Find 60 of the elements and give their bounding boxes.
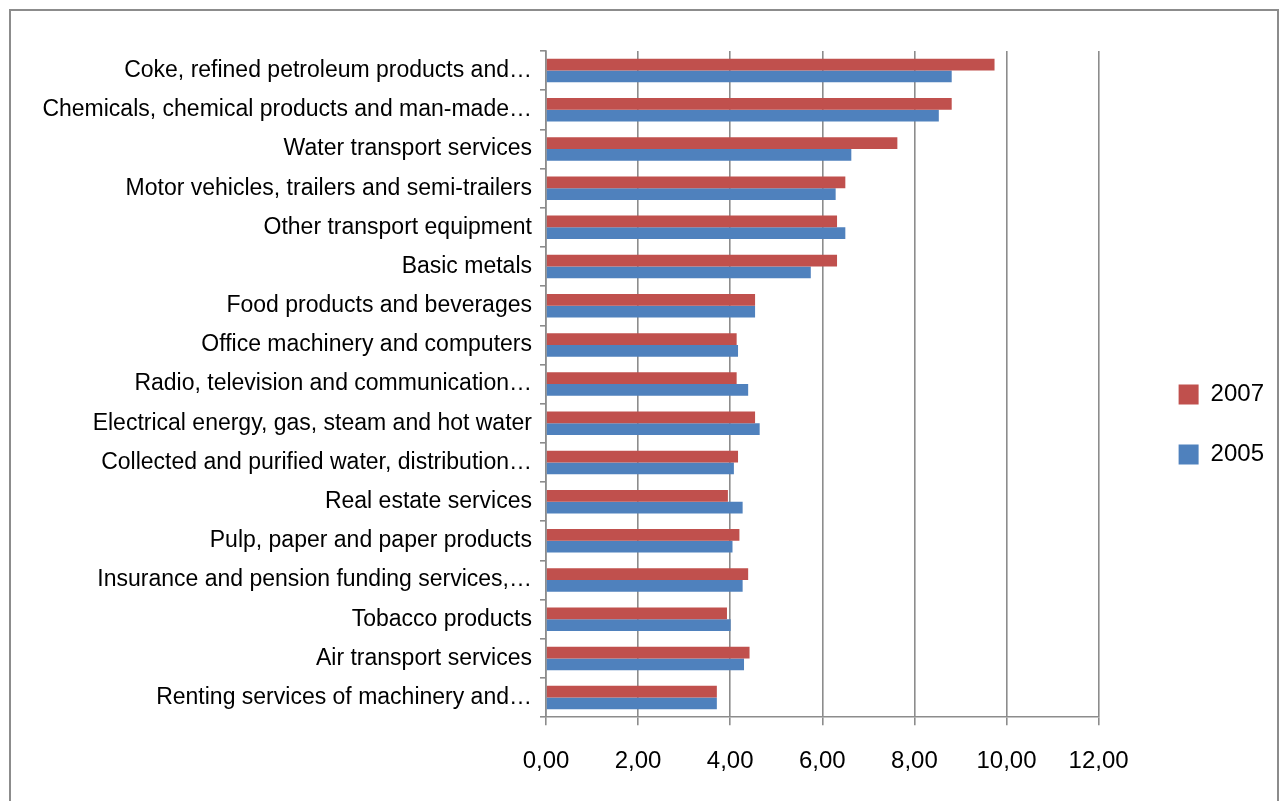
bar [546,411,756,424]
bar [546,293,756,306]
x-tick-label: 10,00 [976,746,1037,774]
bar [546,462,734,475]
bar [546,148,852,161]
y-tick-label: Real estate services [324,487,532,514]
bar [546,137,898,149]
bar [546,529,740,541]
y-tick-label: Basic metals [401,251,532,278]
y-tick-label: Electrical energy, gas, steam and hot water [92,408,533,435]
bar [546,188,836,200]
y-tick-label: Renting services of machinery and… [156,682,532,709]
bar [546,489,728,502]
bar [546,501,743,514]
bar [546,254,838,267]
y-tick-label: Other transport equipment [263,212,533,239]
bar [546,109,939,122]
bar [546,685,717,698]
x-tick-label: 4,00 [706,746,754,774]
y-tick-label: Tobacco products [351,604,532,631]
bar [546,607,727,620]
bar [546,215,838,228]
bar [546,658,745,671]
bar [546,384,749,396]
y-tick-label: Pulp, paper and paper products [209,526,532,553]
y-tick-label: Insurance and pension funding services,… [97,565,532,592]
bar [546,580,743,592]
bar [546,333,737,345]
y-tick-label: Water transport services [283,134,532,161]
y-tick-label: Air transport services [315,643,532,670]
x-tick-label: 6,00 [798,746,846,774]
y-tick-label: Food products and beverages [226,291,532,318]
x-tick-label: 0,00 [522,746,570,774]
y-tick-label: Chemicals, chemical products and man-made… [42,95,532,122]
bar [546,540,733,553]
x-tick-label: 2,00 [614,746,662,774]
bar [546,305,756,318]
bar [546,646,750,659]
bar [546,619,731,631]
y-tick-label: Motor vehicles, trailers and semi-trailers [125,173,532,200]
bar [546,70,952,83]
bar [546,697,717,710]
x-tick-label: 12,00 [1068,746,1129,774]
bar [546,568,749,581]
bar [546,98,952,110]
bar [546,344,739,357]
bar [546,423,760,436]
y-tick-label: Coke, refined petroleum products and… [124,55,532,82]
y-tick-label: Office machinery and computers [201,330,532,357]
bar [546,450,739,463]
bar [546,58,995,71]
bar [546,176,846,189]
y-tick-label: Collected and purified water, distribution… [101,447,532,474]
legend-label: 2005 [1210,439,1264,467]
bar [546,372,737,385]
x-tick-label: 8,00 [891,746,938,774]
legend-label: 2007 [1210,379,1264,407]
bar [546,266,811,279]
y-tick-label: Radio, television and communication… [134,369,532,396]
bar [546,227,846,240]
